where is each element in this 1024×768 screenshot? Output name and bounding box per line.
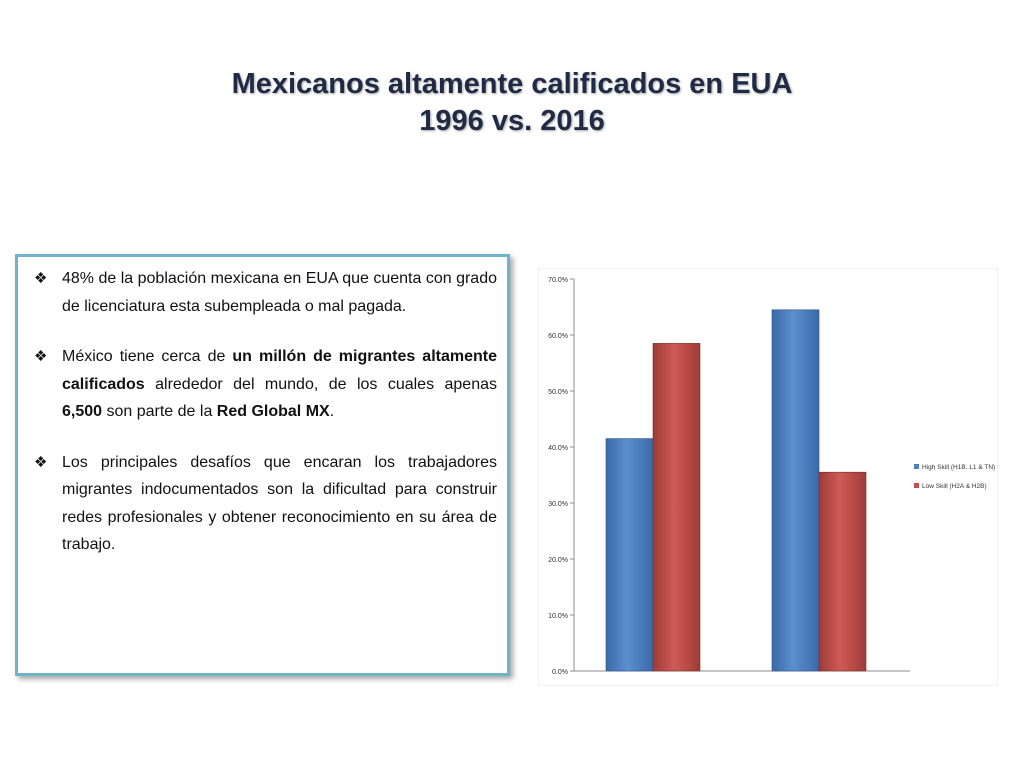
- y-tick-label: 0.0%: [552, 669, 568, 676]
- bullet-item-1: ❖ 48% de la población mexicana en EUA qu…: [30, 265, 497, 320]
- y-tick-label: 30.0%: [548, 501, 568, 508]
- bullet-2-bold-b: 6,500: [62, 403, 103, 420]
- bullet-1-text: 48% de la población mexicana en EUA que …: [62, 270, 497, 315]
- legend-label: Low Skill (H2A & H2B): [922, 483, 987, 490]
- y-tick-label: 50.0%: [548, 389, 568, 396]
- bar-high-skill-1: [605, 438, 654, 672]
- y-tick-label: 70.0%: [548, 277, 568, 284]
- bullet-2-text-b: alrededor del mundo, de los cuales apena…: [144, 375, 497, 393]
- bar-low-skill-2: [818, 471, 867, 672]
- y-tick-label: 40.0%: [548, 445, 568, 452]
- diamond-bullet-icon: ❖: [34, 270, 48, 287]
- y-tick-label: 20.0%: [548, 557, 568, 564]
- y-tick-label: 10.0%: [548, 613, 568, 620]
- bar-chart-svg: 0.0%10.0%20.0%30.0%40.0%50.0%60.0%70.0% …: [537, 267, 999, 687]
- bullet-3-text: Los principales desafíos que encaran los…: [62, 453, 497, 554]
- bullet-item-2: ❖ México tiene cerca de un millón de mig…: [30, 343, 497, 426]
- diamond-bullet-icon: ❖: [34, 453, 48, 471]
- bullet-2-text-a: México tiene cerca de: [62, 348, 233, 365]
- bullet-2-bold-a: un millón de migrantes altamente calific…: [62, 348, 497, 393]
- legend-swatch: [914, 483, 919, 488]
- title-line-2: 1996 vs. 2016: [419, 105, 605, 137]
- bar-chart: 0.0% 10.0% 20.0% 30.0% 40.0% 50.0% 60.0% 70.0% …: [537, 267, 999, 687]
- diamond-bullet-icon: ❖: [34, 348, 48, 365]
- title-line-1: Mexicanos altamente calificados en EUA: [231, 68, 793, 100]
- bullet-2-bold-c: Red Global MX: [216, 403, 330, 420]
- legend-label: High Skill (H1B, L1 & TN): [922, 464, 995, 471]
- legend-swatch: [914, 464, 919, 469]
- bullet-item-3: ❖ Los principales desafíos que encaran l…: [30, 449, 497, 559]
- bullet-2-text-c: son parte de la: [102, 403, 217, 420]
- y-tick-label: 60.0%: [548, 333, 568, 340]
- bullet-text-box: ❖ 48% de la población mexicana en EUA qu…: [15, 254, 510, 676]
- bar-low-skill-1: [652, 343, 701, 672]
- bullet-2-text-d: .: [329, 403, 335, 420]
- bar-high-skill-2: [771, 309, 820, 672]
- slide-title: Mexicanos altamente calificados en EUA 1…: [0, 66, 1024, 140]
